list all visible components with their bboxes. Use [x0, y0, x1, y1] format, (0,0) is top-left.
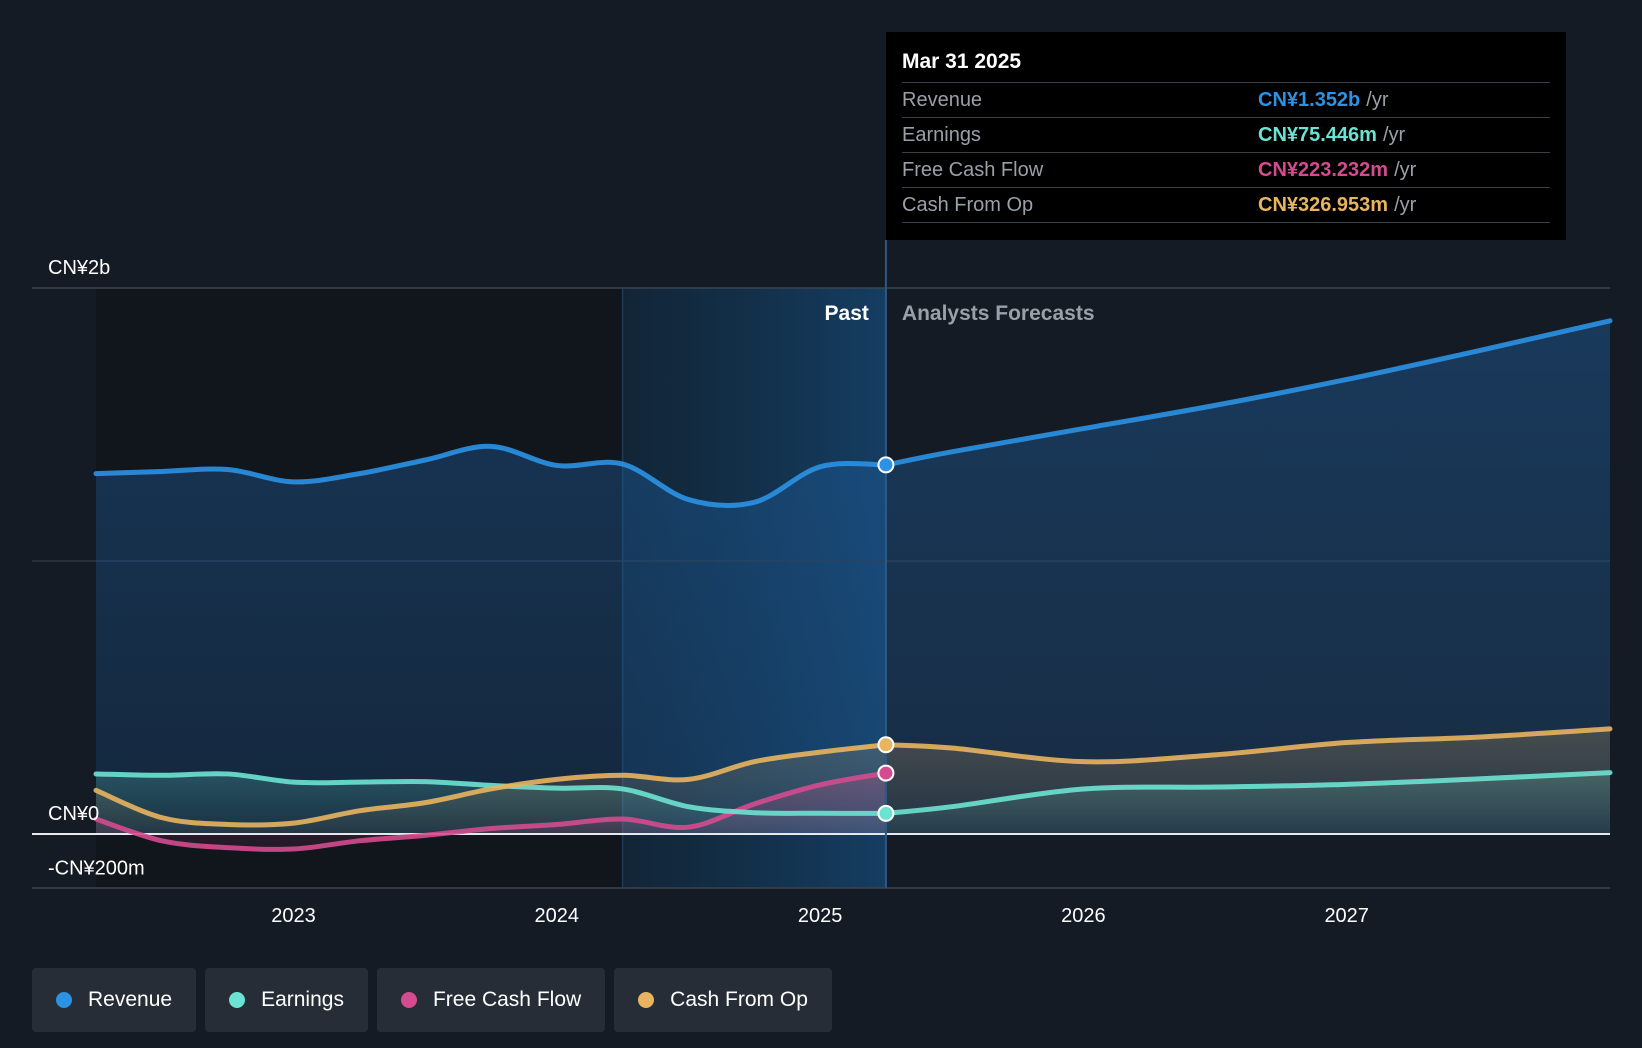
- past-label: Past: [825, 302, 869, 325]
- legend-item-cash-from-op[interactable]: Cash From Op: [614, 968, 832, 1032]
- y-axis-label: CN¥0: [48, 803, 99, 825]
- tooltip-label: Revenue: [902, 88, 983, 111]
- legend-label: Revenue: [88, 988, 173, 1011]
- legend-dot-icon: [56, 992, 72, 1008]
- tooltip-unit: /yr: [1394, 193, 1417, 216]
- cash-from-op-past-line: [93, 742, 889, 828]
- y-axis-label: CN¥2b: [48, 257, 110, 279]
- tooltip-unit: /yr: [1366, 88, 1389, 111]
- x-axis-tick-label: 2026: [1061, 905, 1106, 927]
- revenue-forecast-line: [883, 318, 1613, 468]
- earnings-marker: [877, 804, 895, 822]
- tooltip-label: Free Cash Flow: [902, 158, 1044, 181]
- tooltip-label: Earnings: [902, 123, 981, 146]
- revenue-marker: [877, 456, 895, 474]
- tooltip-row-cash-from-op: Cash From Op CN¥326.953m /yr: [902, 187, 1550, 223]
- tooltip-unit: /yr: [1382, 123, 1406, 146]
- tooltip-label: Cash From Op: [902, 193, 1034, 216]
- forecast-label: Analysts Forecasts: [902, 302, 1095, 325]
- legend-label: Earnings: [261, 988, 344, 1011]
- x-axis-tick-label: 2024: [535, 905, 580, 927]
- chart-legend: Revenue Earnings Free Cash Flow Cash Fro…: [32, 968, 832, 1032]
- tooltip-date: Mar 31 2025: [902, 50, 1022, 73]
- legend-item-free-cash-flow[interactable]: Free Cash Flow: [376, 968, 606, 1032]
- x-axis-tick-label: 2027: [1324, 905, 1369, 927]
- cash-from-op-marker: [877, 736, 895, 754]
- tooltip-value: CN¥75.446m: [1258, 123, 1377, 146]
- x-axis-tick-label: 2023: [271, 905, 316, 927]
- tooltip-value: CN¥1.352b: [1258, 88, 1361, 111]
- cash-from-op-forecast-line: [883, 726, 1613, 765]
- legend-label: Cash From Op: [670, 988, 808, 1011]
- free-cash-flow-marker: [877, 764, 895, 782]
- legend-item-revenue[interactable]: Revenue: [32, 968, 197, 1032]
- tooltip-row-earnings: Earnings CN¥75.446m /yr: [902, 117, 1550, 152]
- tooltip-row-free-cash-flow: Free Cash Flow CN¥223.232m /yr: [902, 152, 1550, 187]
- legend-dot-icon: [638, 992, 655, 1008]
- tooltip-unit: /yr: [1394, 158, 1417, 181]
- free-cash-flow-past-line: [93, 770, 889, 852]
- tooltip-value: CN¥326.953m: [1258, 193, 1389, 216]
- revenue-past-line: [93, 443, 889, 509]
- data-tooltip: Mar 31 2025 Revenue CN¥1.352b /yr Earnin…: [886, 32, 1566, 240]
- legend-label: Free Cash Flow: [432, 988, 582, 1011]
- x-axis-tick-label: 2025: [798, 905, 843, 927]
- tooltip-row-revenue: Revenue CN¥1.352b /yr: [902, 82, 1550, 117]
- tooltip-value: CN¥223.232m: [1258, 158, 1389, 181]
- earnings-past-line: [93, 771, 889, 816]
- legend-item-earnings[interactable]: Earnings: [205, 968, 368, 1032]
- y-axis-label: -CN¥200m: [48, 858, 145, 880]
- earnings-forecast-line: [883, 770, 1613, 816]
- legend-dot-icon: [400, 992, 417, 1008]
- legend-dot-icon: [229, 992, 246, 1008]
